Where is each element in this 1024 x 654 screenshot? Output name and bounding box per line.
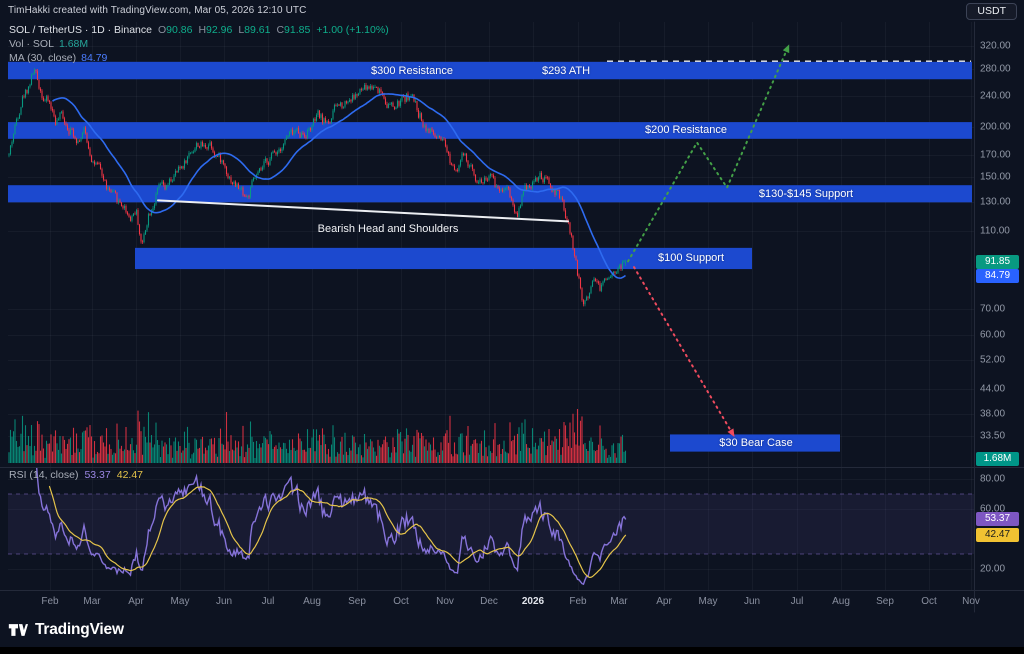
tradingview-logo[interactable]: TradingView (8, 617, 124, 643)
symbol-title[interactable]: SOL / TetherUS · 1D · Binance (9, 24, 152, 36)
tradingview-mark-icon (8, 624, 28, 636)
currency-usdt-button[interactable]: USDT (966, 3, 1017, 20)
bottom-black-bar (0, 647, 1024, 654)
time-axis-scale[interactable] (0, 590, 974, 612)
tradingview-wordmark: TradingView (35, 621, 124, 638)
top-bar: TimHakki created with TradingView.com, M… (0, 0, 1024, 22)
attribution-text: TimHakki created with TradingView.com, M… (8, 5, 307, 16)
price-axis-scale[interactable] (974, 22, 1024, 590)
